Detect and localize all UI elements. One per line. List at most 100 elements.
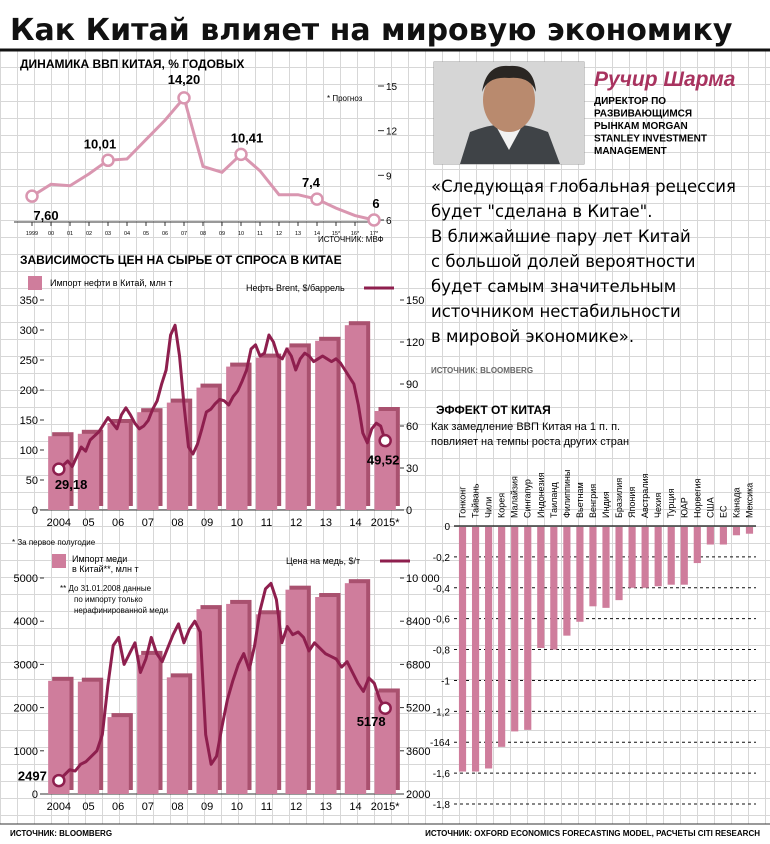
gdp-x-label: 06 [162,231,168,237]
gdp-data-label: 7,60 [33,208,58,223]
cu-bar [77,681,100,794]
effect-bar [706,527,714,545]
gdp-x-label: 1999 [26,231,38,237]
quote-line: источником нестабильности [431,302,681,321]
cu-x-label: 09 [201,801,213,813]
copper-footnote-line-2: по импорту только [74,595,143,604]
effect-bar [719,527,727,545]
oil-x-label: 12 [290,517,302,529]
quote-source: ИСТОЧНИК: BLOOMBERG [431,366,533,375]
effect-country-label: Мексика [744,483,754,518]
effect-country-label: Чили [484,497,494,518]
gdp-chart-source: ИСТОЧНИК: МВФ [318,235,384,244]
cu-start-label: 2497 [18,769,47,784]
oil-x-label: 07 [142,517,154,529]
cu-left-tick-label: 2000 [14,703,38,715]
gdp-data-label: 14,20 [168,72,201,87]
effect-country-label: Сингапур [523,479,533,518]
effect-country-label: Индонезия [536,472,546,518]
gdp-x-label: 10 [238,231,244,237]
effect-country-label: Турция [666,488,676,518]
cu-left-tick-label: 1000 [14,746,38,758]
effect-y-tick-label: -1,8 [433,800,451,811]
effect-country-label: Вьетнам [575,482,585,518]
gdp-x-label: 04 [124,231,130,237]
cu-left-tick-label: 0 [32,789,38,801]
copper-chart: Импорт меди в Китай**, млн т Цена на мед… [14,554,440,813]
gdp-data-label: 7,4 [302,175,321,190]
copper-line-legend: Цена на медь, $/т [286,556,360,566]
cu-right-tick-label: 6800 [406,659,430,671]
gdp-chart-title: ДИНАМИКА ВВП КИТАЯ, % ГОДОВЫХ [20,57,244,71]
effect-bar [550,527,558,650]
effect-country-label: Норвегия [692,478,702,518]
oil-bar [137,412,159,510]
oil-bar-legend: Импорт нефти в Китай, млн т [50,278,172,288]
effect-bar [524,527,532,730]
quote-line: будет "сделана в Китае". [431,202,653,221]
effect-subtitle-line-1: Как замедление ВВП Китая на 1 п. п. [431,421,620,433]
effect-country-label: ЮАР [679,497,689,518]
person-position-line: MANAGEMENT [594,146,667,157]
effect-bar [641,527,649,588]
gdp-y-tick-label: 9 [386,171,392,182]
oil-right-tick-label: 60 [406,421,418,433]
gdp-x-label: 12 [276,231,282,237]
cu-right-tick-label: 3600 [406,746,430,758]
photo-shirt [497,128,521,150]
oil-chart-title: ЗАВИСИМОСТЬ ЦЕН НА СЫРЬЕ ОТ СПРОСА В КИТ… [20,253,342,267]
oil-left-tick-label: 350 [20,295,38,307]
oil-bar [107,423,129,510]
effect-bar [471,527,480,772]
cu-bar [226,603,248,794]
person-block: Ручир Шарма ДИРЕКТОР ПО РАЗВИВАЮЩИМСЯРЫНК… [431,61,736,375]
cu-bar [285,589,307,794]
effect-bar [602,527,610,608]
cu-end-label: 5178 [357,714,386,729]
cu-x-label: 12 [290,801,302,813]
gdp-point [25,189,39,203]
oil-bar [255,357,278,510]
cu-x-label: 07 [142,801,154,813]
cu-x-label: 13 [320,801,332,813]
page-title: Как Китай влияет на мировую экономику [10,13,733,48]
cu-bar [48,680,70,794]
gdp-data-label: 10,41 [231,130,264,145]
effect-y-tick-label: -1 [441,676,450,687]
oil-right-tick-label: 90 [406,379,418,391]
oil-bar [226,366,248,510]
effect-bar [511,527,519,732]
oil-bar [196,387,218,510]
cu-x-label: 2015* [371,801,400,813]
effect-country-label: Чехия [653,493,663,518]
cu-bar [137,654,159,794]
oil-x-label: 2004 [47,517,71,529]
quote-line: с большой долей вероятности [431,252,695,271]
oil-x-label: 2015* [371,517,400,529]
effect-bar [589,527,597,607]
effect-chart-title: ЭФФЕКТ ОТ КИТАЯ [436,403,551,417]
gdp-y-tick-label: 12 [386,127,398,138]
gdp-x-label: 13 [295,231,301,237]
copper-footnote-line-3: нерафинированной меди [74,606,168,615]
gdp-x-label: 05 [143,231,149,237]
gdp-x-label: 15* [332,231,341,237]
effect-subtitle-line-2: повлияет на темпы роста других стран [431,436,629,448]
cu-x-label: 10 [231,801,243,813]
oil-bar [344,325,367,510]
cu-right-tick-label: 5200 [406,703,430,715]
gdp-x-label: 00 [48,231,54,237]
gdp-data-label: 6 [372,196,379,211]
cu-x-label: 05 [82,801,94,813]
oil-bar [77,433,100,510]
oil-chart: ЗАВИСИМОСТЬ ЦЕН НА СЫРЬЕ ОТ СПРОСА В КИТ… [12,253,424,547]
oil-end-label: 49,52 [367,453,400,468]
oil-start-label: 29,18 [55,477,88,492]
gdp-y-tick-label: 6 [386,216,392,227]
oil-right-tick-label: 150 [406,295,424,307]
gdp-point [367,213,381,227]
oil-bar [166,402,189,510]
effect-bar [693,527,701,564]
effect-bar [576,527,584,622]
